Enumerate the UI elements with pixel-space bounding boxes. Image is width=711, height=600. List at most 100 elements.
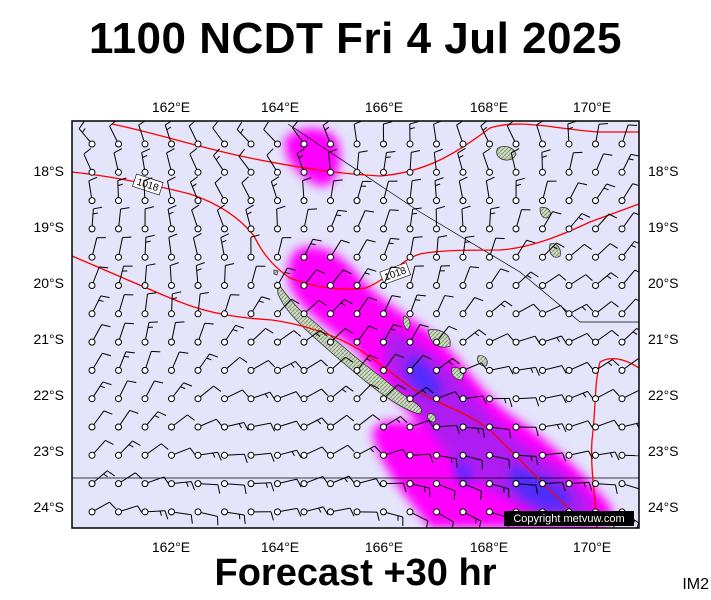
wind-barb xyxy=(433,451,458,468)
wind-barb xyxy=(236,121,255,148)
wind-barb xyxy=(141,234,155,261)
wind-barb xyxy=(300,475,329,488)
wind-barb xyxy=(168,321,185,346)
wind-barb xyxy=(486,300,513,318)
wind-barb xyxy=(459,329,487,346)
wind-barb xyxy=(433,325,458,346)
wind-barb xyxy=(300,330,328,346)
wind-barb xyxy=(536,121,546,148)
wind-barb xyxy=(88,324,111,346)
wind-barb xyxy=(565,182,588,205)
wind-barb xyxy=(221,451,248,463)
lon-label-top: 164°E xyxy=(261,99,299,115)
wind-barb xyxy=(194,322,214,346)
wind-barb xyxy=(618,298,639,318)
wind-barb xyxy=(274,449,302,459)
wind-barb xyxy=(168,233,178,261)
wind-barb xyxy=(327,269,352,289)
wind-barb xyxy=(194,385,222,403)
wind-barb xyxy=(406,150,421,176)
wind-barb xyxy=(539,394,567,404)
wind-barb xyxy=(353,268,377,289)
wind-barb xyxy=(300,299,327,318)
wind-barb xyxy=(88,439,114,459)
rain-area-north xyxy=(284,128,341,187)
wind-barb xyxy=(512,423,539,437)
wind-barb xyxy=(456,121,467,148)
wind-barb xyxy=(380,416,408,431)
wind-barb xyxy=(486,237,505,261)
wind-barb xyxy=(592,329,620,346)
wind-barb xyxy=(592,183,616,205)
wind-barb xyxy=(88,470,115,488)
wind-barb xyxy=(189,147,202,176)
wind-barb xyxy=(221,421,249,431)
wind-barb xyxy=(510,148,520,176)
wind-barb xyxy=(433,295,454,318)
wind-barb xyxy=(618,212,639,233)
wind-barb xyxy=(327,444,355,459)
wind-barb xyxy=(141,148,151,176)
wind-barb xyxy=(353,150,368,176)
wind-barb xyxy=(300,417,329,431)
wind-barb xyxy=(221,324,245,346)
wind-barb xyxy=(406,480,431,497)
wind-barb xyxy=(353,478,382,488)
lon-label-bottom: 164°E xyxy=(261,539,299,555)
wind-barb xyxy=(380,237,400,261)
wind-barb xyxy=(486,206,500,233)
wind-barb xyxy=(221,263,235,289)
wind-barb xyxy=(406,265,424,289)
wind-barb xyxy=(221,389,249,403)
wind-barb xyxy=(78,121,96,148)
wind-barb xyxy=(327,356,354,374)
lat-label-right: 21°S xyxy=(648,331,679,347)
wind-barb xyxy=(327,179,343,205)
wind-barb xyxy=(168,508,193,524)
wind-barb xyxy=(406,121,419,148)
wind-barb xyxy=(194,508,219,526)
wind-barb xyxy=(406,178,422,205)
wind-barb xyxy=(486,451,511,469)
lon-label-top: 162°E xyxy=(152,99,190,115)
wind-barb xyxy=(539,305,567,318)
wind-barb xyxy=(486,480,510,498)
wind-barb xyxy=(512,366,540,376)
wind-barb xyxy=(539,365,567,374)
wind-barb xyxy=(406,508,429,528)
wind-barb xyxy=(221,508,246,525)
wind-barb xyxy=(380,384,406,403)
lon-label-bottom: 170°E xyxy=(573,539,611,555)
lon-label-top: 170°E xyxy=(573,99,611,115)
wind-barb xyxy=(353,239,376,261)
wind-barb xyxy=(168,414,195,431)
wind-barb xyxy=(512,303,541,318)
wind-barb xyxy=(406,451,434,464)
wind-barb xyxy=(216,204,228,233)
wind-barb xyxy=(190,176,202,205)
wind-barb xyxy=(221,294,240,318)
wind-barb xyxy=(380,266,401,289)
lat-label-right: 19°S xyxy=(648,219,679,235)
lat-label-left: 23°S xyxy=(33,443,64,459)
wind-barb xyxy=(353,354,379,374)
lat-label-left: 22°S xyxy=(33,387,64,403)
wind-barb xyxy=(565,121,577,148)
wind-barb xyxy=(88,176,98,205)
wind-barb xyxy=(380,353,404,374)
wind-barb xyxy=(168,351,189,374)
wind-barb xyxy=(406,324,429,346)
wind-barb xyxy=(459,297,484,318)
copyright-text: Copyright metvuw.com xyxy=(513,513,624,525)
wind-barb xyxy=(300,506,329,516)
wind-barb xyxy=(212,121,228,148)
wind-barb xyxy=(164,121,175,148)
wind-barb xyxy=(565,450,594,460)
wind-barb xyxy=(539,274,567,289)
lat-label-left: 24°S xyxy=(33,499,64,515)
wind-barb xyxy=(327,475,355,488)
lat-labels-left: 18°S 19°S 20°S 21°S 22°S 23°S 24°S xyxy=(33,163,64,515)
image-id: IM2 xyxy=(682,576,709,593)
wind-barb xyxy=(141,508,169,520)
wind-barb xyxy=(618,153,639,176)
